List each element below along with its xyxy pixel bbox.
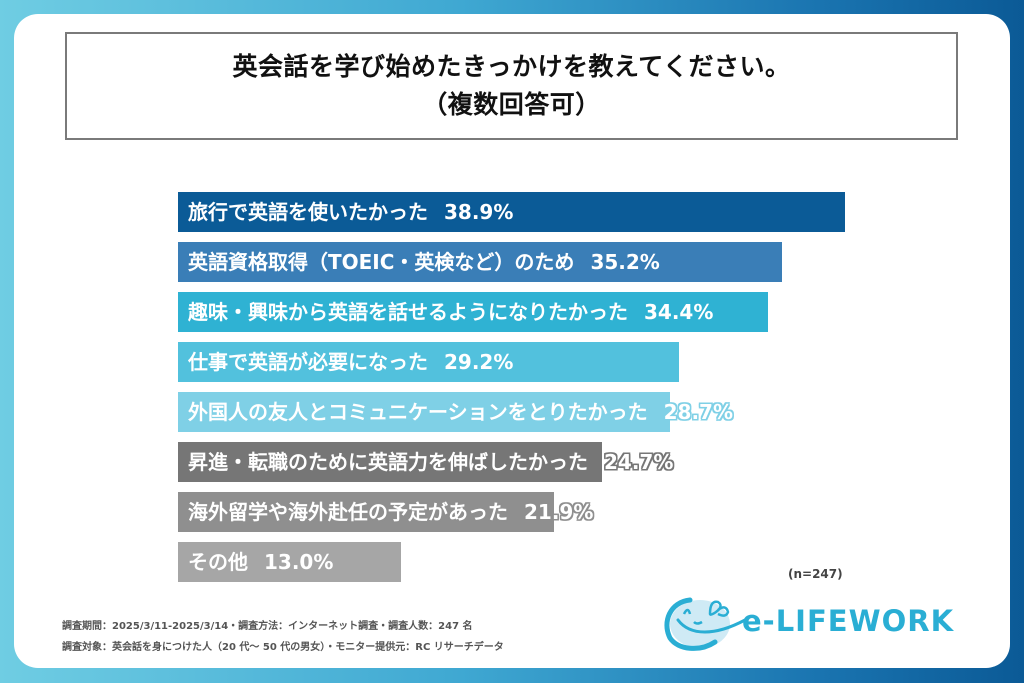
bar-value: 13.0% [264, 550, 334, 574]
bar-label: 英語資格取得（TOEIC・英検など）のため 35.2% [188, 242, 660, 282]
bar-label: 仕事で英語が必要になった 29.2% [188, 342, 513, 382]
bar [178, 492, 554, 532]
bar [178, 442, 602, 482]
bar [178, 542, 401, 582]
bar-label: 外国人の友人とコミュニケーションをとりたかった 28.7% [188, 392, 733, 432]
bar-value: 38.9% [444, 200, 514, 224]
bar-label: 旅行で英語を使いたかった 38.9% [188, 192, 513, 232]
bar-label: 昇進・転職のために英語力を伸ばしたかった 24.7% [188, 442, 673, 482]
bar [178, 342, 679, 382]
bar-value: 35.2% [590, 250, 660, 274]
chart-title: 英会話を学び始めたきっかけを教えてください。 [232, 52, 791, 81]
bar-category: 仕事で英語が必要になった [188, 350, 428, 374]
bar [178, 292, 768, 332]
bar-category: 旅行で英語を使いたかった [188, 200, 428, 224]
bar-value: 24.7% [604, 450, 674, 474]
logo-text: e-LIFEWORK [742, 604, 955, 638]
chart-subtitle: （複数回答可） [422, 90, 601, 119]
bar [178, 192, 845, 232]
bar-category: 昇進・転職のために英語力を伸ばしたかった [188, 450, 588, 474]
e-lifework-logo: e-LIFEWORK [660, 592, 960, 654]
smiley-face-icon [664, 597, 747, 651]
bar-category: その他 [188, 550, 248, 574]
bar-category: 趣味・興味から英語を話せるようになりたかった [188, 300, 628, 324]
footer-survey-target: 調査対象：英会話を身につけた人（20 代～ 50 代の男女）・モニター提供元：R… [62, 642, 504, 653]
bar-category: 海外留学や海外赴任の予定があった [188, 500, 508, 524]
bar-label: 海外留学や海外赴任の予定があった 21.9% [188, 492, 593, 532]
bar [178, 242, 782, 282]
bar [178, 392, 670, 432]
bar-value: 29.2% [444, 350, 514, 374]
footer-survey-period: 調査期間：2025/3/11-2025/3/14・調査方法：インターネット調査・… [62, 621, 473, 632]
bar-value: 21.9% [524, 500, 594, 524]
bar-category: 英語資格取得（TOEIC・英検など）のため [188, 250, 575, 274]
bar-value: 28.7% [663, 400, 733, 424]
bar-category: 外国人の友人とコミュニケーションをとりたかった [188, 400, 648, 424]
bar-label: 趣味・興味から英語を話せるようになりたかった 34.4% [188, 292, 713, 332]
bar-label: その他 13.0% [188, 542, 333, 582]
title-box: 英会話を学び始めたきっかけを教えてください。 （複数回答可） [65, 32, 958, 140]
sample-size-label: (n=247) [788, 567, 843, 581]
bar-value: 34.4% [644, 300, 714, 324]
